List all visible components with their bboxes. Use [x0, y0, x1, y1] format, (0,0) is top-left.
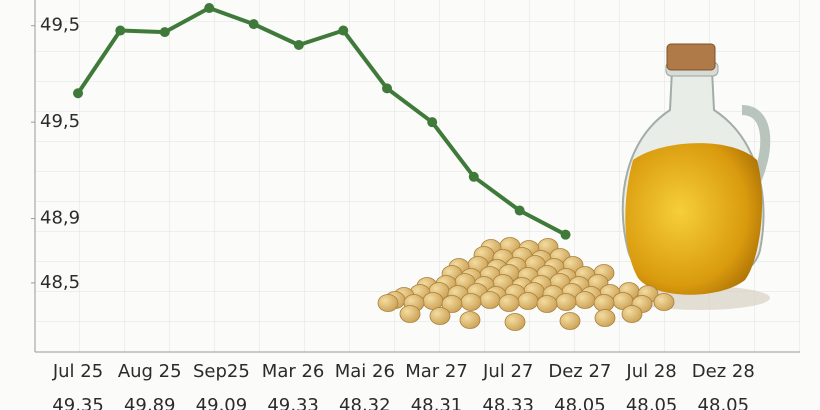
value-label: 48,33	[482, 395, 534, 410]
soybean	[653, 293, 675, 311]
value-label: 48,31	[411, 395, 463, 410]
x-tick-label: Dez 27	[548, 361, 611, 382]
point	[560, 229, 571, 240]
point	[293, 40, 304, 51]
y-tick-label: 48,5	[40, 272, 80, 293]
x-tick-label: Jul 28	[625, 361, 676, 382]
point	[514, 205, 525, 216]
soybean	[555, 293, 577, 311]
soybean	[429, 307, 451, 325]
soybean	[517, 292, 539, 310]
x-tick-label: Aug 25	[118, 361, 182, 382]
illustration	[377, 43, 771, 331]
point	[248, 19, 259, 30]
y-tick-label: 48,9	[40, 208, 80, 229]
point	[338, 25, 349, 36]
soybean	[498, 294, 520, 312]
value-label: 49,09	[196, 395, 248, 410]
soybean	[459, 311, 481, 329]
soybean	[574, 291, 596, 309]
bottle-oil	[625, 143, 763, 295]
value-label: 48,32	[339, 395, 391, 410]
y-tick-label: 49,5	[40, 15, 80, 36]
point	[204, 3, 215, 14]
soybean	[399, 305, 421, 323]
soybean	[441, 295, 463, 313]
point	[427, 117, 438, 128]
soybean	[479, 291, 501, 309]
soybean	[593, 294, 615, 312]
value-label: 48,05	[698, 395, 750, 410]
soybean	[559, 312, 581, 330]
line	[76, 6, 567, 237]
value-label: 49,35	[52, 395, 104, 410]
x-tick-label: Sep25	[193, 361, 250, 382]
x-tick-label: Mai 26	[335, 361, 395, 382]
x-tick-label: Jul 27	[482, 361, 533, 382]
soybean	[377, 294, 399, 312]
value-label: 49,89	[124, 395, 176, 410]
soybean	[460, 293, 482, 311]
soybean	[621, 305, 643, 323]
point	[382, 83, 393, 94]
value-label: 48,05	[626, 395, 678, 410]
x-tick-label: Jul 25	[52, 361, 103, 382]
value-label: 48,05	[554, 395, 606, 410]
point	[159, 27, 170, 38]
y-tick-label: 49,5	[40, 111, 80, 132]
soybean	[536, 295, 558, 313]
point	[115, 25, 126, 36]
soybean	[594, 309, 616, 327]
soybean	[422, 292, 444, 310]
x-tick-label: Mar 27	[405, 361, 468, 382]
soybean	[504, 313, 526, 331]
point	[468, 171, 479, 182]
value-label: 49,33	[267, 395, 319, 410]
point	[73, 88, 84, 99]
x-tick-label: Mar 26	[262, 361, 325, 382]
x-tick-label: Dez 28	[692, 361, 755, 382]
bottle-cork	[666, 43, 716, 71]
plot	[73, 3, 571, 240]
